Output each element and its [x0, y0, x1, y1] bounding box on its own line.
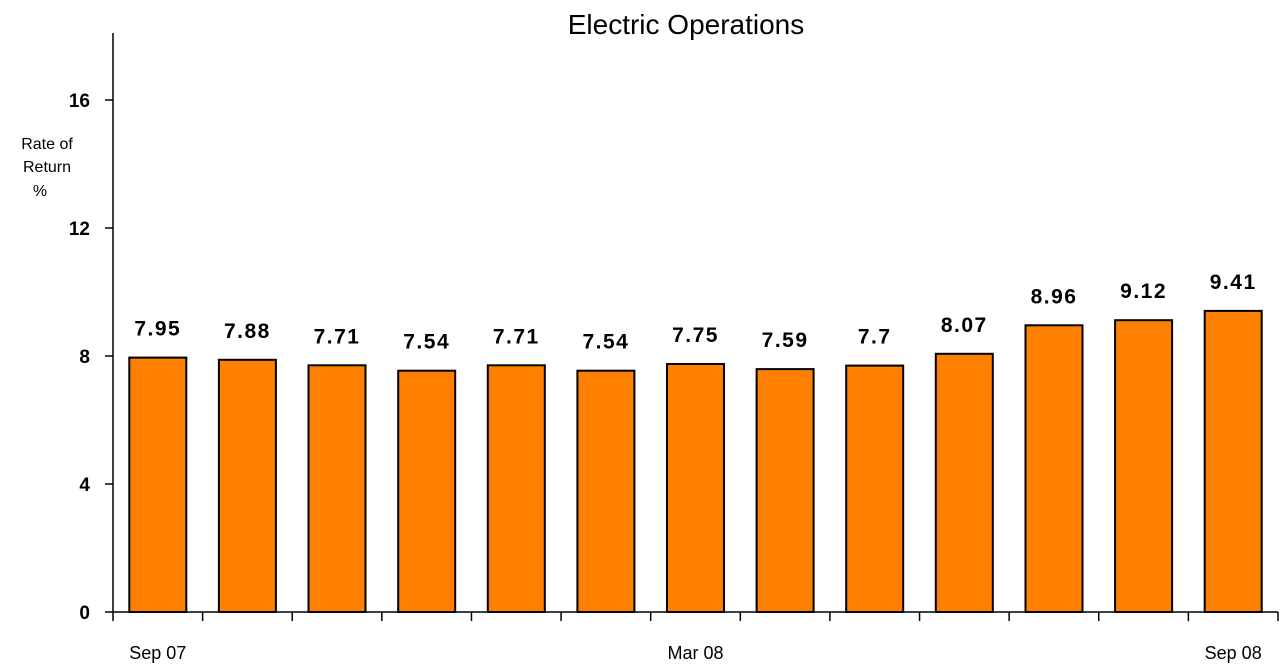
bar-series	[128, 309, 1263, 614]
x-axis: Sep 07 Mar 08 Sep 08	[112, 611, 1279, 663]
y-axis-label-line-2: Return	[23, 159, 71, 176]
y-axis-label-line-1: Rate of	[21, 136, 73, 153]
x-tick-label-12: Sep 08	[1205, 643, 1262, 663]
bar-4	[486, 364, 546, 613]
chart-title: Electric Operations	[568, 9, 805, 40]
bar-5	[576, 369, 636, 614]
y-axis: 0 4 8 12 16	[69, 33, 114, 624]
data-label-2: 7.71	[314, 325, 361, 348]
x-tick-label-0: Sep 07	[129, 643, 186, 663]
data-label-11: 9.12	[1120, 280, 1167, 303]
data-label-7: 7.59	[762, 329, 809, 352]
data-label-4: 7.71	[493, 325, 540, 348]
data-label-1: 7.88	[224, 320, 271, 343]
bar-9	[934, 352, 994, 613]
bar-10	[1024, 324, 1084, 613]
data-label-3: 7.54	[403, 331, 450, 354]
data-label-0: 7.95	[134, 318, 181, 341]
data-label-12: 9.41	[1210, 271, 1257, 294]
bar-6	[666, 363, 725, 613]
y-axis-label-line-3: %	[33, 183, 47, 200]
bar-3	[397, 369, 457, 614]
bar-7	[755, 368, 815, 613]
bar-11	[1114, 319, 1174, 613]
data-label-8: 7.7	[858, 326, 892, 349]
bar-8	[845, 364, 905, 613]
bar-2	[307, 364, 367, 613]
y-axis-label: Rate of Return %	[21, 136, 73, 200]
y-tick-label-8: 8	[79, 347, 90, 368]
data-label-10: 8.96	[1031, 285, 1078, 308]
bar-0	[128, 356, 188, 613]
data-labels: 7.95 7.88 7.71 7.54 7.71 7.54 7.75 7.59 7.7 8.07 8…	[134, 271, 1257, 354]
data-label-5: 7.54	[582, 331, 629, 354]
y-tick-label-12: 12	[69, 219, 90, 240]
bar-12	[1203, 309, 1263, 613]
data-label-9: 8.07	[941, 314, 988, 337]
data-label-6: 7.75	[672, 324, 719, 347]
y-tick-label-0: 0	[79, 603, 90, 624]
bar-1	[217, 358, 277, 613]
x-tick-label-6: Mar 08	[667, 643, 723, 663]
y-tick-label-16: 16	[69, 91, 90, 112]
y-tick-label-4: 4	[79, 475, 90, 496]
